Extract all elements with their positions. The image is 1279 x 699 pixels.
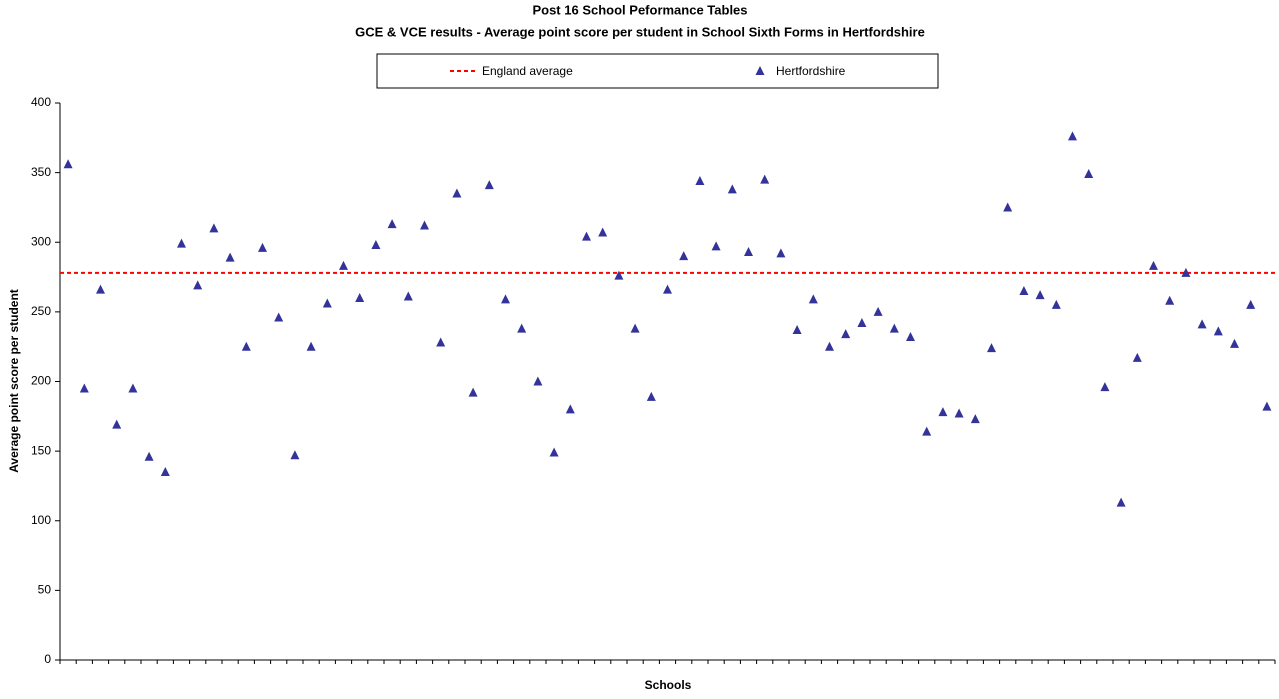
point (225, 252, 235, 262)
y-axis-label: Average point score per student (7, 289, 21, 473)
point (258, 242, 267, 252)
point (1003, 202, 1013, 212)
point (63, 159, 73, 169)
point (209, 223, 219, 233)
point (306, 341, 316, 351)
point (808, 294, 818, 304)
point (727, 184, 737, 194)
y-tick-label: 300 (31, 234, 51, 248)
point (241, 341, 251, 351)
point (177, 238, 186, 248)
point (1181, 267, 1191, 277)
point (339, 260, 348, 270)
point (1262, 401, 1272, 411)
point (501, 294, 510, 304)
point (387, 219, 397, 229)
y-tick-label: 400 (31, 95, 51, 109)
point (1230, 338, 1239, 348)
point (1035, 290, 1045, 300)
legend-box (376, 53, 939, 89)
point (1246, 299, 1256, 309)
point (873, 306, 883, 316)
point (274, 312, 284, 322)
y-tick-label: 50 (38, 583, 52, 597)
point (938, 407, 948, 417)
point (695, 175, 705, 185)
point (679, 251, 689, 261)
point (1149, 260, 1158, 270)
point (922, 426, 932, 436)
y-tick-label: 150 (31, 443, 51, 457)
point (582, 231, 591, 241)
point (598, 227, 608, 237)
legend-label: England average (482, 64, 573, 78)
point (841, 329, 851, 339)
point (744, 246, 753, 256)
point (630, 323, 640, 333)
point (1213, 326, 1223, 336)
point (1132, 352, 1142, 362)
point (565, 404, 575, 414)
point (1100, 382, 1110, 392)
point (614, 270, 624, 280)
point (1116, 497, 1126, 507)
point (1051, 299, 1061, 309)
point (290, 450, 300, 460)
point (1165, 295, 1175, 305)
point (549, 447, 559, 457)
point (79, 383, 89, 393)
point (144, 451, 154, 461)
point (889, 323, 899, 333)
y-tick-label: 250 (31, 304, 51, 318)
point (517, 323, 527, 333)
point (857, 318, 867, 328)
y-tick-label: 350 (31, 165, 51, 179)
point (1084, 169, 1094, 179)
point (1019, 285, 1029, 295)
point (906, 331, 915, 341)
point (420, 220, 429, 230)
point (1068, 131, 1077, 141)
y-tick-label: 0 (44, 652, 51, 666)
point (322, 298, 332, 308)
point (112, 419, 122, 429)
point (760, 174, 770, 184)
point (436, 337, 446, 347)
point (96, 284, 105, 294)
point (1197, 319, 1207, 329)
point (160, 467, 170, 477)
point (468, 387, 478, 397)
chart-subtitle: GCE & VCE results - Average point score … (355, 24, 925, 39)
point (970, 414, 980, 424)
point (987, 343, 996, 353)
chart-title: Post 16 School Peformance Tables (532, 2, 747, 17)
point (484, 180, 494, 190)
point (533, 376, 543, 386)
y-tick-label: 100 (31, 513, 51, 527)
point (371, 240, 381, 250)
legend-label: Hertfordshire (776, 64, 846, 78)
point (954, 408, 964, 418)
point (128, 383, 138, 393)
point (403, 291, 413, 301)
point (646, 391, 656, 401)
y-tick-label: 200 (31, 374, 51, 388)
point (193, 280, 203, 290)
point (792, 324, 802, 334)
legend-swatch (755, 66, 765, 75)
point (452, 188, 462, 198)
point (663, 284, 672, 294)
point (825, 341, 834, 351)
point (711, 241, 721, 251)
point (355, 292, 365, 302)
x-axis-label: Schools (645, 678, 692, 692)
point (776, 248, 786, 258)
